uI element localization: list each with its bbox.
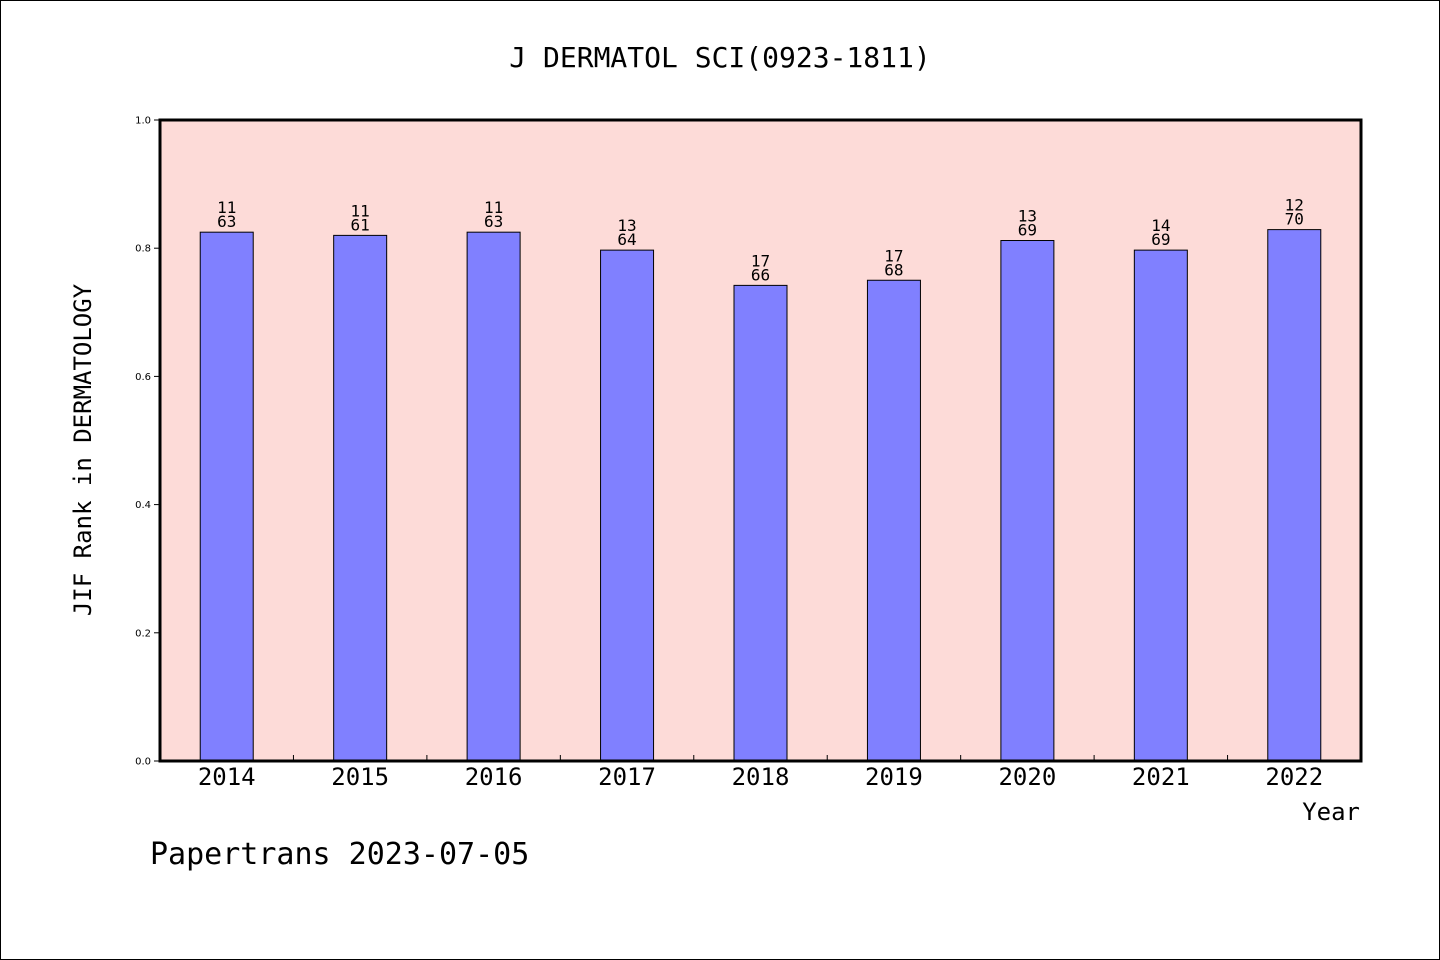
footer-source: Papertrans 2023-07-05 bbox=[150, 837, 529, 872]
y-tick-label: 0.0 bbox=[135, 757, 151, 768]
bar-total-label-2017: 64 bbox=[617, 230, 636, 249]
x-axis-label: Year bbox=[1302, 798, 1360, 826]
bar-2017 bbox=[600, 249, 655, 762]
bar-rank-label-2021: 14 bbox=[1151, 216, 1170, 235]
bar-2022 bbox=[1267, 229, 1322, 762]
bar-rank-label-2019: 17 bbox=[884, 246, 903, 265]
bar-2015 bbox=[333, 234, 388, 762]
y-tick-label: 0.4 bbox=[135, 500, 151, 511]
x-tick-label-2021: 2021 bbox=[1132, 763, 1190, 791]
y-tick-label: 0.2 bbox=[135, 628, 151, 639]
x-tick-label-2019: 2019 bbox=[865, 763, 923, 791]
y-tick-label: 1.0 bbox=[135, 116, 151, 127]
bar-total-label-2014: 63 bbox=[217, 212, 236, 231]
x-tick-label-2017: 2017 bbox=[598, 763, 656, 791]
plot-border bbox=[158, 118, 1363, 763]
bar-rank-label-2022: 12 bbox=[1285, 196, 1304, 215]
y-axis: 0.0 0.2 0.4 0.6 0.8 1.0 bbox=[135, 116, 160, 768]
bar-2016 bbox=[466, 231, 521, 762]
y-axis-label: JIF Rank in DERMATOLOGY bbox=[69, 283, 97, 616]
bar-rank-label-2014: 11 bbox=[217, 198, 236, 217]
chart-title: J DERMATOL SCI(0923-1811) bbox=[509, 41, 930, 74]
bar-total-label-2015: 61 bbox=[351, 215, 370, 234]
x-tick-label-2015: 2015 bbox=[331, 763, 389, 791]
bar-2014 bbox=[199, 231, 254, 762]
x-tick-label-2016: 2016 bbox=[465, 763, 523, 791]
x-tick-label-2022: 2022 bbox=[1265, 763, 1323, 791]
x-tick-label-2014: 2014 bbox=[198, 763, 256, 791]
y-tick-label: 0.8 bbox=[135, 244, 151, 255]
y-tick-label: 0.6 bbox=[135, 372, 151, 383]
bar-total-label-2016: 63 bbox=[484, 212, 503, 231]
x-axis: 2014 2015 2016 2017 2018 2019 2020 2021 2022 bbox=[198, 755, 1323, 791]
bar-rank-label-2017: 13 bbox=[617, 216, 636, 235]
bar-total-label-2019: 68 bbox=[884, 260, 903, 279]
bar-total-label-2018: 66 bbox=[751, 265, 770, 284]
bars-group bbox=[199, 229, 1322, 762]
bar-2018 bbox=[733, 284, 788, 762]
bar-total-label-2020: 69 bbox=[1018, 221, 1037, 240]
bar-2020 bbox=[1000, 240, 1055, 762]
x-tick-label-2020: 2020 bbox=[998, 763, 1056, 791]
x-tick-label-2018: 2018 bbox=[732, 763, 790, 791]
bar-total-label-2021: 69 bbox=[1151, 230, 1170, 249]
bar-rank-label-2018: 17 bbox=[751, 251, 770, 270]
bar-2019 bbox=[866, 279, 921, 762]
bar-rank-label-2020: 13 bbox=[1018, 207, 1037, 226]
bar-rank-label-2015: 11 bbox=[351, 201, 370, 220]
bar-2021 bbox=[1133, 249, 1188, 762]
bar-total-label-2022: 70 bbox=[1285, 210, 1304, 229]
bar-rank-label-2016: 11 bbox=[484, 198, 503, 217]
